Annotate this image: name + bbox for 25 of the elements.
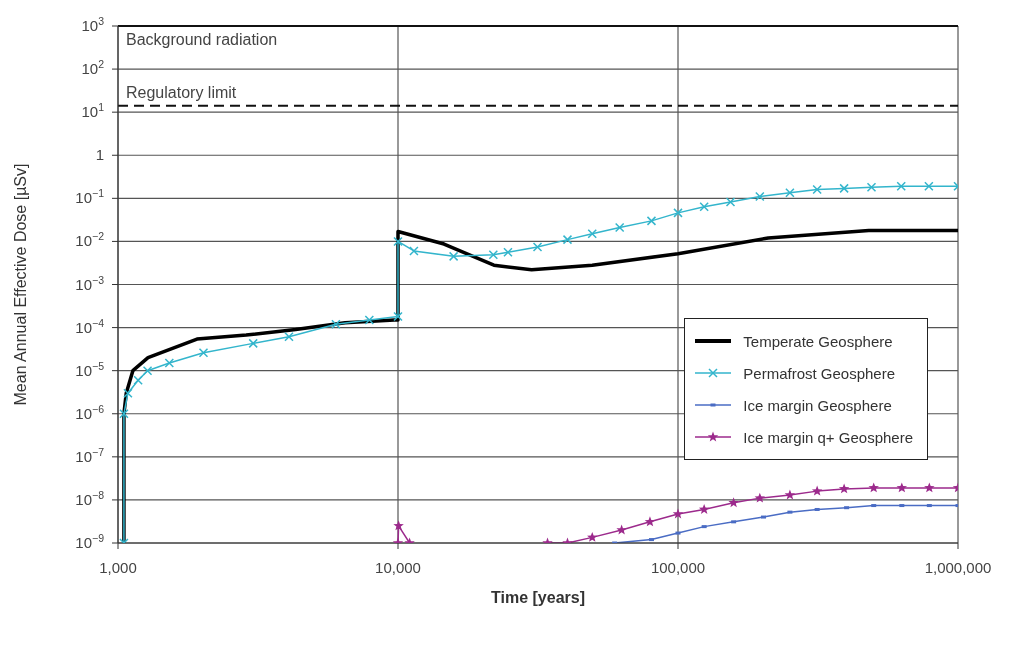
y-tick-label: 10$^{2}$ (81, 58, 105, 78)
y-tick-label: 10$^{3}$ (81, 15, 105, 34)
y-tick-label: 10$^{−1}$ (75, 187, 105, 207)
legend-label: Temperate Geosphere (743, 332, 893, 350)
legend-label: Permafrost Geosphere (743, 364, 896, 382)
y-tick-label: 1 (95, 146, 104, 164)
y-tick-label: 10$^{−4}$ (75, 316, 105, 336)
y-axis-title: Mean Annual Effective Dose [µSv] (11, 163, 29, 406)
x-tick-label: 10,000 (375, 559, 421, 576)
x-tick-label: 1,000 (99, 559, 137, 576)
x-axis-title: Time [years] (491, 589, 585, 606)
y-tick-label: 10$^{−8}$ (75, 488, 105, 508)
legend-label: Ice margin q+ Geosphere (743, 428, 913, 446)
legend-label: Ice margin Geosphere (743, 396, 892, 414)
x-tick-label: 1,000,000 (924, 559, 992, 576)
y-tick-label: 10$^{−7}$ (75, 445, 105, 465)
ref-line-label: Regulatory limit (126, 83, 237, 101)
y-tick-label: 10$^{−5}$ (75, 359, 105, 379)
y-tick-label: 10$^{−6}$ (75, 402, 105, 422)
y-tick-label: 10$^{1}$ (81, 101, 105, 121)
y-tick-label: 10$^{−3}$ (75, 273, 105, 293)
x-tick-label: 100,000 (650, 559, 706, 576)
y-tick-label: 10$^{−2}$ (75, 230, 105, 250)
ref-line-label: Background radiation (126, 31, 278, 49)
y-tick-label: 10$^{−9}$ (75, 532, 105, 551)
